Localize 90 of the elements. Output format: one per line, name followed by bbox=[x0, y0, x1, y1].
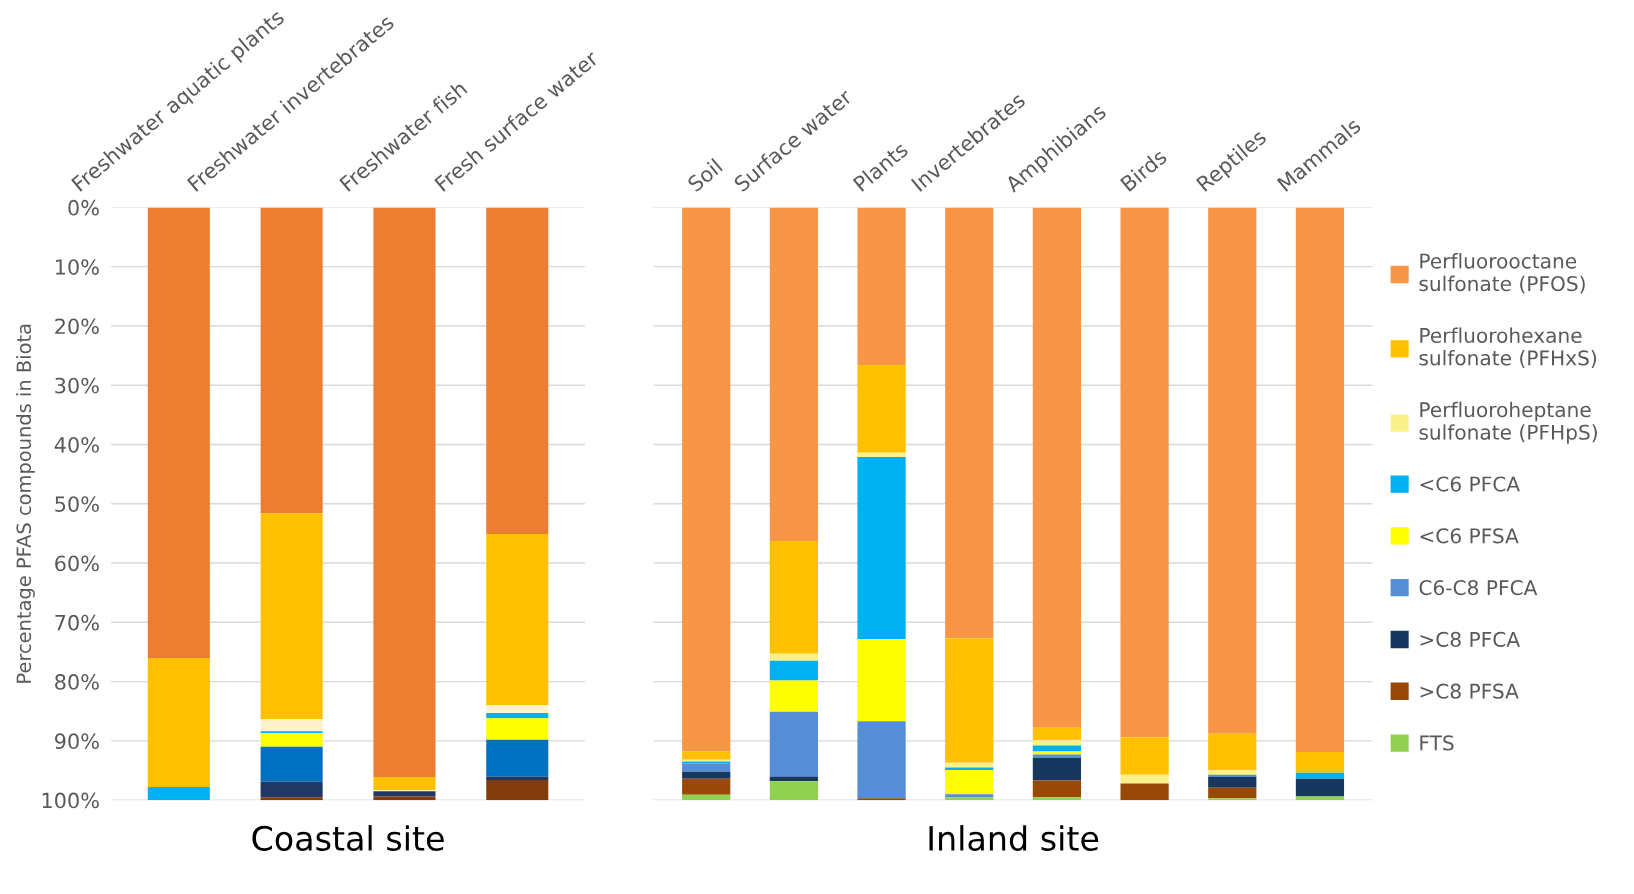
bar bbox=[1295, 772, 1345, 779]
y-axis-title: Percentage PFAS compounds in Biota bbox=[16, 324, 35, 683]
y-tick-label: 20% bbox=[55, 318, 99, 335]
bar bbox=[1208, 207, 1257, 734]
bar bbox=[260, 797, 323, 801]
bar bbox=[857, 638, 906, 722]
y-tick-label: 30% bbox=[55, 377, 99, 394]
bar bbox=[1295, 207, 1345, 753]
bar bbox=[260, 746, 323, 782]
legend-label: C6-C8 PFCA bbox=[1419, 579, 1538, 596]
bar bbox=[1032, 754, 1082, 759]
bar bbox=[1120, 774, 1169, 784]
bar bbox=[373, 791, 436, 797]
y-tick-label: 80% bbox=[55, 674, 99, 690]
bar bbox=[1032, 745, 1082, 752]
bar bbox=[1032, 758, 1082, 781]
bar bbox=[260, 781, 323, 798]
bar bbox=[373, 777, 436, 791]
legend-label: Perfluorohexane sulfonate (PFHxS) bbox=[1419, 327, 1597, 368]
bar bbox=[857, 365, 906, 453]
bar bbox=[769, 660, 818, 681]
bar bbox=[682, 207, 731, 752]
bar bbox=[857, 456, 906, 639]
y-tick-label: 70% bbox=[55, 614, 99, 631]
bar bbox=[260, 733, 323, 747]
bar bbox=[945, 638, 994, 763]
bar bbox=[769, 680, 818, 712]
y-tick-label: 60% bbox=[55, 555, 99, 572]
bar bbox=[1208, 769, 1257, 775]
bar bbox=[1120, 783, 1169, 801]
bar bbox=[769, 781, 818, 801]
y-tick-label: 90% bbox=[55, 733, 99, 750]
x-axis-title: Inland site bbox=[929, 825, 1099, 851]
bar bbox=[1032, 797, 1082, 801]
bar bbox=[769, 711, 818, 777]
bar bbox=[682, 751, 731, 760]
legend-label: >C8 PFSA bbox=[1420, 683, 1519, 699]
bar bbox=[682, 763, 731, 772]
bar bbox=[486, 779, 549, 801]
bar bbox=[486, 207, 549, 534]
bar bbox=[147, 787, 210, 801]
bar bbox=[857, 452, 906, 457]
bar bbox=[1120, 207, 1169, 738]
y-tick-label: 0% bbox=[68, 199, 99, 216]
legend-label: Perfluoroheptane sulfonate (PFHpS) bbox=[1419, 401, 1597, 444]
bar bbox=[769, 653, 818, 661]
bar bbox=[147, 657, 210, 788]
bar bbox=[1208, 733, 1257, 770]
y-tick-label: 40% bbox=[54, 436, 99, 453]
bar bbox=[486, 776, 549, 780]
bar bbox=[682, 794, 731, 801]
bar bbox=[1032, 780, 1082, 798]
bar bbox=[486, 705, 549, 713]
bar bbox=[260, 207, 323, 514]
bar bbox=[486, 739, 549, 777]
bar bbox=[857, 207, 906, 366]
bar bbox=[147, 207, 210, 658]
legend-label: <C6 PFSA bbox=[1420, 528, 1519, 544]
x-tick-label: Soil bbox=[686, 157, 723, 193]
bar bbox=[1032, 727, 1082, 741]
bar bbox=[260, 718, 323, 732]
legend-label: FTS bbox=[1420, 735, 1454, 751]
bar bbox=[260, 513, 323, 719]
legend-label: Perfluorooctane sulfonate (PFOS) bbox=[1419, 253, 1585, 294]
bar bbox=[1120, 737, 1169, 775]
bar bbox=[373, 207, 436, 778]
bar bbox=[857, 721, 906, 799]
bar bbox=[486, 718, 549, 740]
bar bbox=[682, 771, 731, 779]
legend-label: <C6 PFCA bbox=[1420, 476, 1520, 492]
bar bbox=[769, 207, 818, 542]
y-tick-label: 100% bbox=[42, 792, 99, 809]
y-tick-label: 50% bbox=[55, 496, 99, 512]
bar bbox=[1208, 777, 1257, 788]
bar bbox=[486, 534, 549, 706]
bar bbox=[769, 541, 818, 654]
bar bbox=[945, 769, 994, 795]
bar bbox=[769, 776, 818, 782]
x-axis-title: Coastal site bbox=[252, 825, 444, 851]
bar bbox=[1295, 752, 1345, 773]
legend-label: >C8 PFCA bbox=[1420, 631, 1520, 647]
bar bbox=[1032, 740, 1082, 746]
bar bbox=[1208, 787, 1257, 799]
bar bbox=[945, 762, 994, 768]
bar bbox=[1032, 207, 1082, 728]
y-tick-label: 10% bbox=[55, 259, 99, 275]
bar bbox=[486, 713, 549, 719]
bar bbox=[1295, 778, 1345, 797]
bar bbox=[945, 207, 994, 639]
bar bbox=[682, 778, 731, 795]
